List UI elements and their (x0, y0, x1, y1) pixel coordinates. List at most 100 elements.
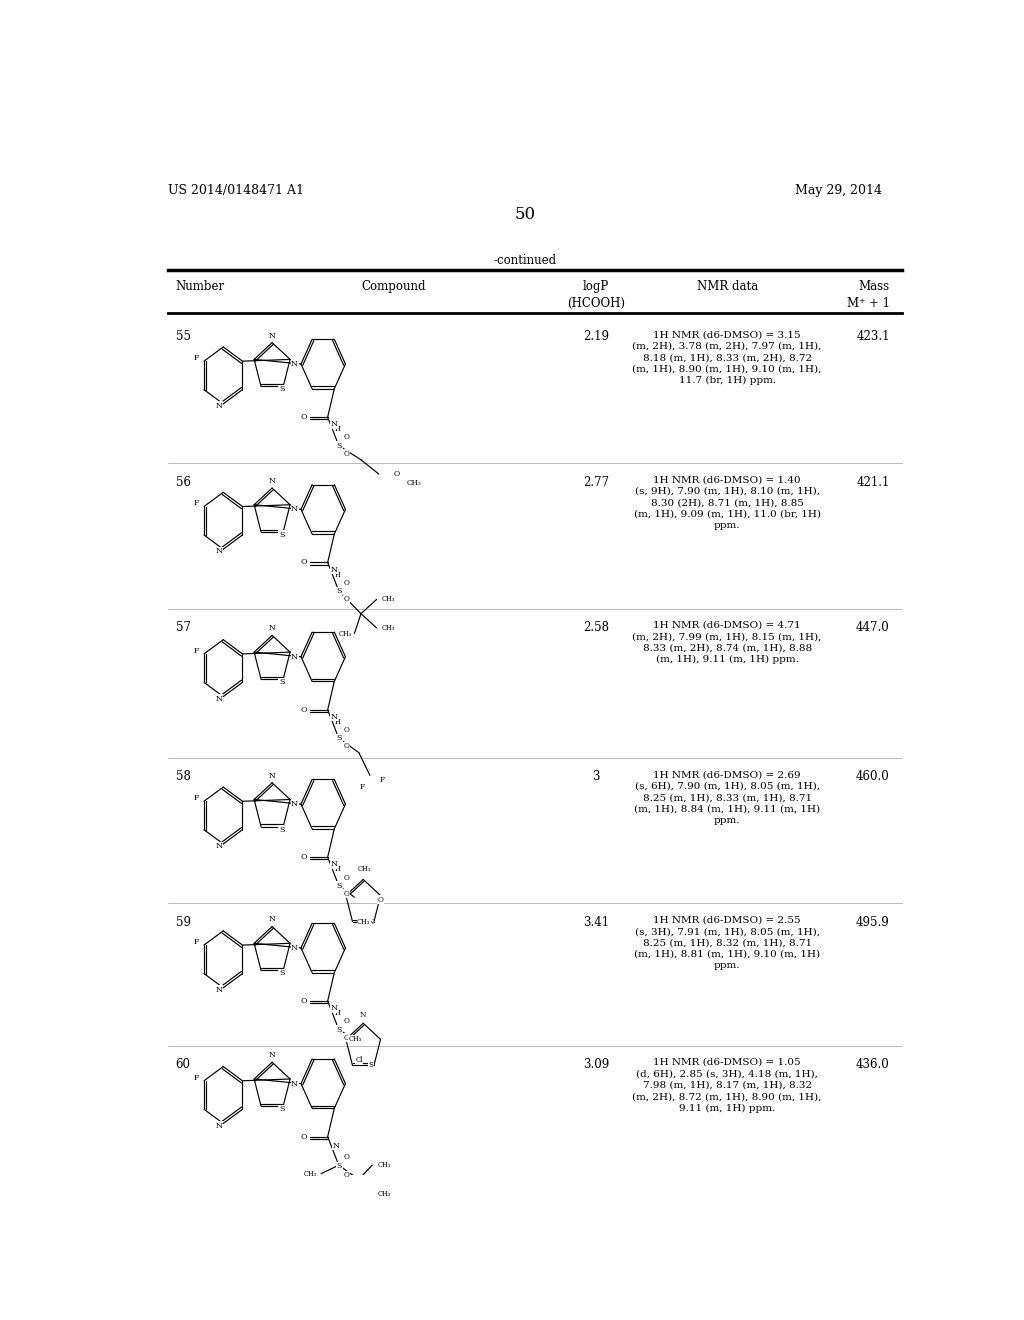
Text: N: N (268, 1051, 275, 1059)
Text: H: H (335, 866, 341, 874)
Text: 2.58: 2.58 (584, 620, 609, 634)
Text: H: H (335, 570, 341, 578)
Text: F: F (379, 776, 384, 784)
Text: CH₃: CH₃ (303, 1170, 316, 1177)
Text: N: N (291, 1080, 298, 1088)
Text: N: N (331, 1005, 338, 1012)
Text: H: H (335, 1010, 341, 1018)
Text: N: N (360, 1011, 367, 1019)
Text: N: N (216, 1122, 223, 1130)
Text: O: O (300, 1133, 307, 1140)
Text: O: O (344, 874, 349, 882)
Text: N: N (291, 506, 298, 513)
Text: N: N (268, 331, 275, 339)
Text: 57: 57 (176, 620, 190, 634)
Text: 58: 58 (176, 771, 190, 783)
Text: Compound: Compound (361, 280, 426, 293)
Text: N: N (331, 713, 338, 721)
Text: O: O (344, 433, 349, 441)
Text: CH₃: CH₃ (349, 1035, 362, 1043)
Text: S: S (369, 1061, 374, 1069)
Text: 421.1: 421.1 (856, 475, 890, 488)
Text: CH₃: CH₃ (382, 624, 395, 632)
Text: S: S (279, 825, 285, 834)
Text: O: O (344, 742, 349, 751)
Text: 1H NMR (d6-DMSO) = 1.40
(s, 9H), 7.90 (m, 1H), 8.10 (m, 1H),
8.30 (2H), 8.71 (m,: 1H NMR (d6-DMSO) = 1.40 (s, 9H), 7.90 (m… (634, 475, 820, 531)
Text: 1H NMR (d6-DMSO) = 3.15
(m, 2H), 3.78 (m, 2H), 7.97 (m, 1H),
8.18 (m, 1H), 8.33 : 1H NMR (d6-DMSO) = 3.15 (m, 2H), 3.78 (m… (633, 330, 822, 385)
Text: N: N (368, 917, 374, 925)
Text: O: O (344, 1171, 349, 1179)
Text: N: N (291, 653, 298, 661)
Text: N: N (268, 916, 275, 924)
Text: N: N (268, 772, 275, 780)
Text: 60: 60 (176, 1057, 190, 1071)
Text: O: O (300, 997, 307, 1005)
Text: S: S (279, 531, 285, 539)
Text: F: F (194, 647, 199, 655)
Text: N: N (216, 401, 223, 411)
Text: O: O (344, 1034, 349, 1041)
Text: CH₃: CH₃ (357, 917, 371, 925)
Text: S: S (337, 734, 342, 742)
Text: May 29, 2014: May 29, 2014 (795, 183, 882, 197)
Text: 1H NMR (d6-DMSO) = 4.71
(m, 2H), 7.99 (m, 1H), 8.15 (m, 1H),
8.33 (m, 2H), 8.74 : 1H NMR (d6-DMSO) = 4.71 (m, 2H), 7.99 (m… (633, 620, 822, 664)
Text: N: N (331, 420, 338, 428)
Text: O: O (344, 726, 349, 734)
Text: -continued: -continued (494, 253, 556, 267)
Text: S: S (337, 587, 342, 595)
Text: Mass
M⁺ + 1: Mass M⁺ + 1 (847, 280, 890, 310)
Text: 50: 50 (514, 206, 536, 223)
Text: Cl: Cl (355, 1056, 362, 1064)
Text: F: F (194, 1073, 199, 1081)
Text: O: O (378, 895, 384, 904)
Text: 2.77: 2.77 (583, 475, 609, 488)
Text: S: S (337, 1162, 342, 1171)
Text: N: N (216, 548, 223, 556)
Text: 2.19: 2.19 (584, 330, 609, 343)
Text: 447.0: 447.0 (856, 620, 890, 634)
Text: N: N (216, 694, 223, 702)
Text: F: F (194, 939, 199, 946)
Text: CH₃: CH₃ (339, 630, 352, 638)
Text: 460.0: 460.0 (856, 771, 890, 783)
Text: N: N (333, 1142, 340, 1150)
Text: H: H (335, 718, 341, 726)
Text: N: N (268, 624, 275, 632)
Text: F: F (359, 784, 365, 792)
Text: O: O (300, 706, 307, 714)
Text: 3.41: 3.41 (583, 916, 609, 928)
Text: CH₃: CH₃ (382, 595, 395, 603)
Text: S: S (337, 442, 342, 450)
Text: 56: 56 (176, 475, 190, 488)
Text: O: O (393, 470, 399, 478)
Text: S: S (279, 1105, 285, 1113)
Text: 3: 3 (593, 771, 600, 783)
Text: N: N (216, 842, 223, 850)
Text: 59: 59 (176, 916, 190, 928)
Text: O: O (344, 578, 349, 587)
Text: F: F (194, 354, 199, 362)
Text: O: O (300, 413, 307, 421)
Text: 436.0: 436.0 (856, 1057, 890, 1071)
Text: CH₃: CH₃ (377, 1162, 391, 1170)
Text: 423.1: 423.1 (856, 330, 890, 343)
Text: US 2014/0148471 A1: US 2014/0148471 A1 (168, 183, 304, 197)
Text: O: O (344, 595, 349, 603)
Text: S: S (279, 678, 285, 686)
Text: H: H (335, 425, 341, 433)
Text: S: S (279, 969, 285, 977)
Text: N: N (268, 477, 275, 484)
Text: N: N (331, 565, 338, 574)
Text: F: F (194, 795, 199, 803)
Text: CH₃: CH₃ (408, 479, 422, 487)
Text: 1H NMR (d6-DMSO) = 1.05
(d, 6H), 2.85 (s, 3H), 4.18 (m, 1H),
7.98 (m, 1H), 8.17 : 1H NMR (d6-DMSO) = 1.05 (d, 6H), 2.85 (s… (633, 1057, 822, 1113)
Text: F: F (194, 499, 199, 507)
Text: N: N (331, 861, 338, 869)
Text: S: S (337, 882, 342, 890)
Text: Number: Number (176, 280, 224, 293)
Text: 3.09: 3.09 (583, 1057, 609, 1071)
Text: O: O (344, 1154, 349, 1162)
Text: CH₃: CH₃ (358, 865, 372, 874)
Text: 1H NMR (d6-DMSO) = 2.55
(s, 3H), 7.91 (m, 1H), 8.05 (m, 1H),
8.25 (m, 1H), 8.32 : 1H NMR (d6-DMSO) = 2.55 (s, 3H), 7.91 (m… (634, 916, 820, 970)
Text: O: O (344, 890, 349, 898)
